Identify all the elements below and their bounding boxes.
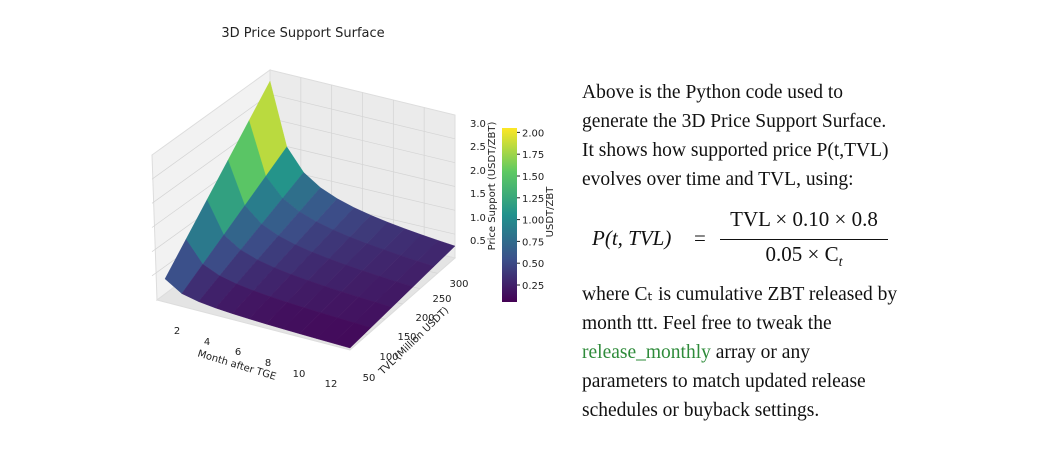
z-tick-label: 2.0 [470, 166, 486, 177]
colorbar-tick-label: 1.50 [522, 172, 544, 183]
z-tick-label: 1.5 [470, 189, 486, 200]
x-tick-label: 2 [174, 326, 180, 337]
text-line: schedules or buyback settings. [582, 400, 820, 421]
x-tick-label: 10 [293, 369, 306, 380]
denominator-subscript: t [838, 255, 843, 271]
colorbar-tick-label: 2.00 [522, 128, 544, 139]
z-axis-label: Price Support (USDT/ZBT) [487, 122, 498, 251]
text-line: evolves over time and TVL, using: [582, 169, 854, 190]
figure-title: 3D Price Support Surface [221, 26, 384, 41]
formula-equals: = [694, 226, 706, 250]
x-tick-label: 12 [325, 379, 338, 390]
text-line: generate the 3D Price Support Surface. [582, 111, 887, 132]
surface [164, 80, 456, 349]
y-tick-label: 50 [363, 373, 376, 384]
text-line: month ttt. Feel free to tweak the [582, 313, 832, 334]
text-span: array or any [710, 342, 810, 363]
paragraph: Above is the Python code used to generat… [582, 78, 889, 194]
y-tick-label: 250 [432, 294, 451, 305]
code-span: release_monthly [582, 342, 711, 363]
z-tick-label: 1.0 [470, 213, 486, 224]
y-tick-label: 200 [415, 313, 434, 324]
paragraph: where Cₜ is cumulative ZBT released by m… [582, 280, 897, 425]
figure: 3D Price Support Surface 2 4 6 8 10 12 M… [151, 26, 556, 390]
colorbar [502, 128, 517, 302]
pane-grid [151, 93, 271, 180]
fraction-bar [720, 239, 888, 240]
denominator: 0.05 × C [765, 242, 839, 266]
colorbar-tick-label: 1.00 [522, 216, 544, 227]
formula-denominator: 0.05 × Ct [720, 242, 888, 271]
text-line: release_monthly array or any [582, 338, 897, 367]
formula-numerator: TVL × 0.10 × 0.8 [730, 207, 878, 231]
colorbar-label: USDT/ZBT [545, 186, 556, 238]
colorbar-tick-label: 0.75 [522, 237, 544, 248]
x-tick-label: 4 [204, 337, 210, 348]
y-tick-label: 300 [449, 279, 468, 290]
text-line: parameters to match updated release [582, 371, 866, 392]
text-line: Above is the Python code used to [582, 82, 844, 103]
x-tick-label: 8 [265, 358, 271, 369]
x-tick-label: 6 [235, 347, 241, 358]
colorbar-tick-label: 0.50 [522, 259, 544, 270]
z-tick-label: 2.5 [470, 142, 486, 153]
text-line: It shows how supported price P(t,TVL) [582, 140, 889, 161]
formula-lhs: P(t, TVL) [592, 226, 672, 250]
z-tick-label: 3.0 [470, 119, 486, 130]
surface-cell [332, 322, 372, 349]
y-tick-label: 150 [397, 332, 416, 343]
y-tick-label: 100 [379, 352, 398, 363]
colorbar-tick-label: 1.25 [522, 194, 544, 205]
colorbar-tick-label: 1.75 [522, 150, 544, 161]
z-tick-label: 0.5 [470, 236, 486, 247]
text-line: where Cₜ is cumulative ZBT released by [582, 284, 898, 305]
colorbar-tick-label: 0.25 [522, 281, 544, 292]
colorbar-ticks: 0.25 0.50 0.75 1.00 1.25 1.50 1.75 2.00 [517, 128, 544, 292]
